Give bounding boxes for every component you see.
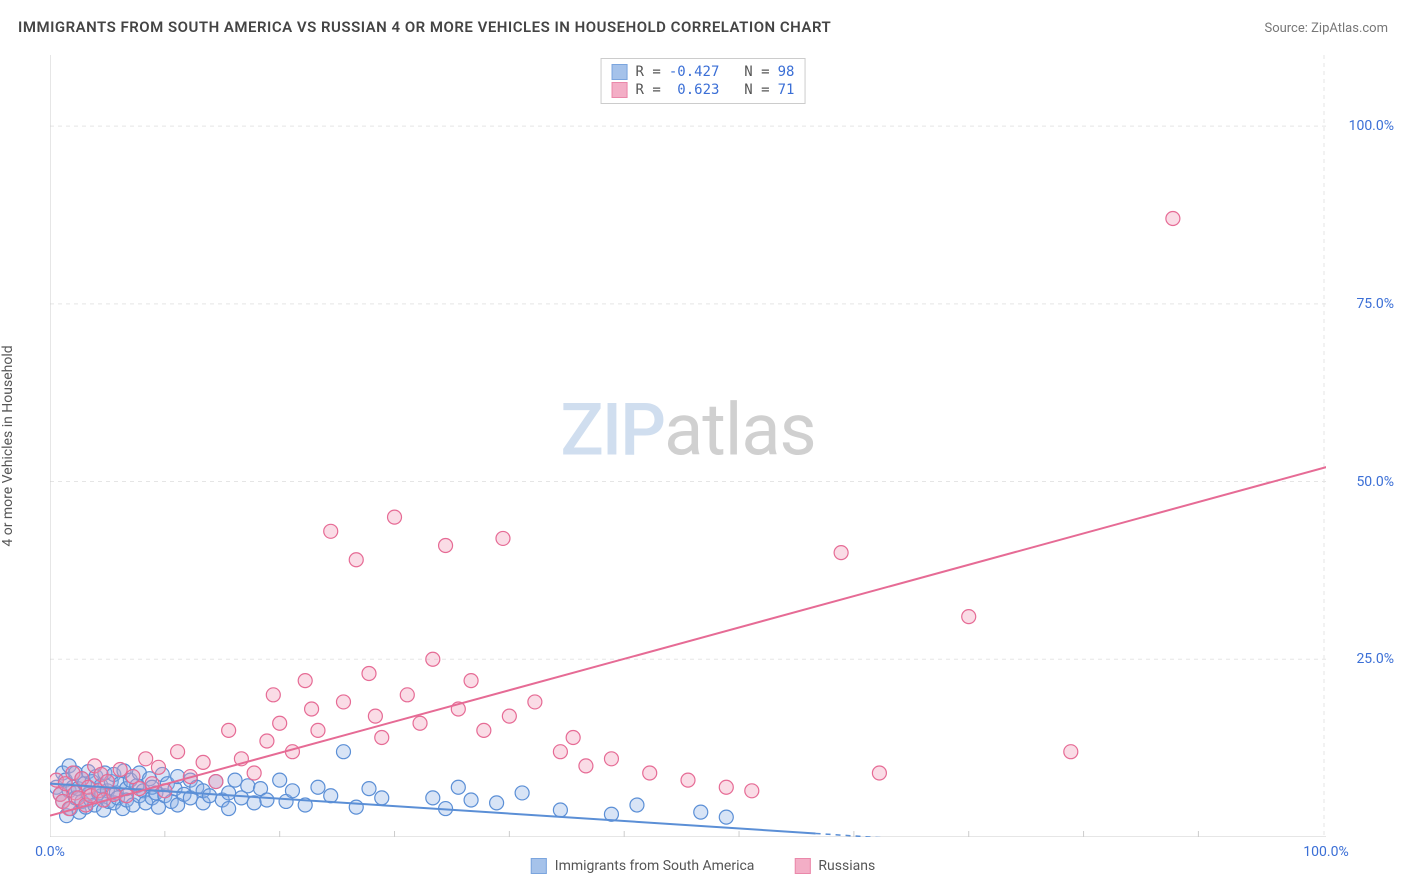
legend-row-immigrants: R = -0.427 N = 98 [612, 63, 795, 81]
swatch-russians-icon [612, 82, 628, 98]
swatch-russians-icon [794, 858, 810, 874]
legend-label: Russians [818, 858, 875, 874]
swatch-immigrants-icon [612, 64, 628, 80]
swatch-immigrants-icon [531, 858, 547, 874]
legend-item-russians: Russians [794, 858, 875, 874]
y-tick-label: 25.0% [1356, 651, 1394, 667]
chart-plot-area: ZIPatlas [50, 55, 1326, 837]
source-attribution: Source: ZipAtlas.com [1264, 21, 1388, 36]
x-tick-label: 100.0% [1303, 844, 1348, 860]
chart-title: IMMIGRANTS FROM SOUTH AMERICA VS RUSSIAN… [18, 18, 831, 36]
y-tick-label: 50.0% [1356, 474, 1394, 490]
x-tick-label: 0.0% [35, 844, 65, 860]
legend-label: Immigrants from South America [555, 858, 755, 874]
y-tick-label: 100.0% [1349, 118, 1394, 134]
legend-row-russians: R = 0.623 N = 71 [612, 81, 795, 99]
legend-item-immigrants: Immigrants from South America [531, 858, 755, 874]
scatter-plot-svg [50, 55, 1326, 837]
correlation-legend: R = -0.427 N = 98 R = 0.623 N = 71 [601, 58, 806, 104]
series-legend: Immigrants from South America Russians [531, 858, 875, 874]
y-axis-label: 4 or more Vehicles in Household [0, 345, 16, 546]
y-tick-label: 75.0% [1356, 296, 1394, 312]
